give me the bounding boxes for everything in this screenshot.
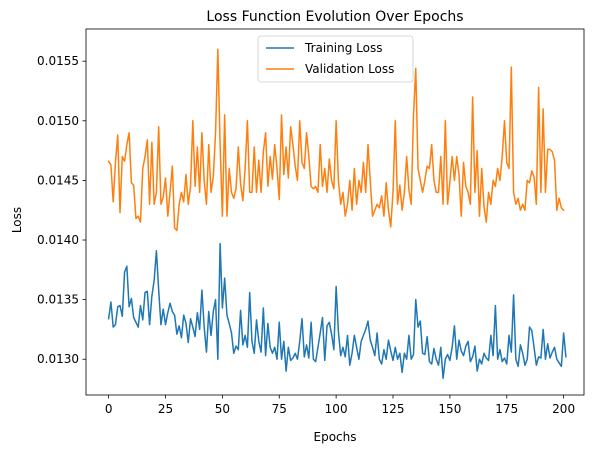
y-tick-label: 0.0145 (37, 173, 79, 187)
x-tick-label: 175 (495, 402, 518, 416)
chart-title: Loss Function Evolution Over Epochs (206, 9, 463, 25)
legend-box (257, 35, 414, 83)
y-tick-label: 0.0150 (37, 114, 79, 128)
x-tick-label: 125 (382, 402, 405, 416)
series-layer (107, 48, 567, 380)
x-tick-label: 50 (215, 402, 230, 416)
y-tick-label: 0.0135 (37, 293, 79, 307)
y-tick-label: 0.0140 (37, 233, 79, 247)
legend: Training Loss Validation Loss (257, 35, 414, 83)
legend-label-training-loss: Training Loss (304, 41, 382, 55)
x-tick-label: 0 (105, 402, 113, 416)
y-axis-label: Loss (10, 207, 24, 233)
x-tick-label: 100 (325, 402, 348, 416)
legend-label-validation-loss: Validation Loss (305, 62, 394, 76)
axes-layer: 0 25 50 75 100 125 150 175 200 0.0130 0.0135 0.0140… (37, 28, 585, 416)
x-tick-label: 75 (272, 402, 287, 416)
series-line-training-loss (107, 242, 567, 380)
x-tick-label: 25 (158, 402, 173, 416)
y-tick-label: 0.0155 (37, 54, 79, 68)
x-tick-label: 200 (552, 402, 575, 416)
x-tick-label: 150 (438, 402, 461, 416)
series-line-validation-loss (107, 48, 565, 232)
x-axis-label: Epochs (314, 430, 357, 444)
axes-frame (85, 28, 585, 396)
y-tick-label: 0.0130 (37, 352, 79, 366)
